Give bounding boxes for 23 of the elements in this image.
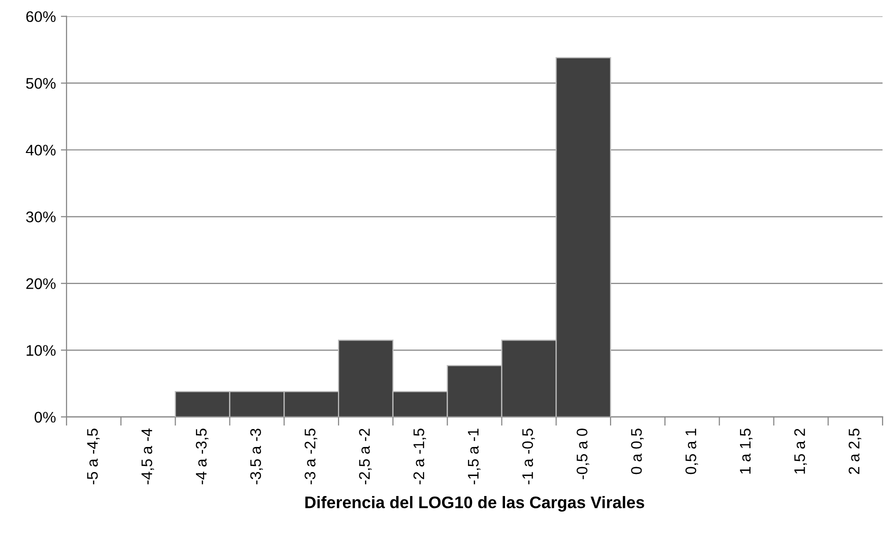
x-tick-label: -1,5 a -1 xyxy=(468,428,480,484)
y-tick-label: 10% xyxy=(26,345,56,356)
x-tick-label: -1 a -0,5 xyxy=(522,428,535,484)
x-tick-label: 0,5 a 1 xyxy=(685,428,698,474)
x-tick-label: -2,5 a -2 xyxy=(359,428,372,484)
x-tick-label: 2 a 2,5 xyxy=(848,428,862,474)
x-axis-title: Diferencia del LOG10 de las Cargas Virales xyxy=(305,496,644,512)
x-tick-label: -3,5 a -3 xyxy=(250,428,263,484)
x-tick-label: -0,5 a 0 xyxy=(576,428,590,480)
y-tick-label: 0% xyxy=(34,412,56,423)
x-tick-label: -4,5 a -4 xyxy=(142,428,154,484)
x-tick-label: 0 a 0,5 xyxy=(631,428,644,474)
y-tick-label: 40% xyxy=(26,144,56,156)
x-tick-label: 1 a 1,5 xyxy=(740,428,752,474)
y-tick-label: 20% xyxy=(26,278,56,290)
x-tick-label: -3 a -2,5 xyxy=(304,428,318,484)
x-tick-label: 1,5 a 2 xyxy=(794,428,807,474)
y-tick-label: 50% xyxy=(26,78,56,89)
y-tick-label: 30% xyxy=(26,212,56,222)
x-tick-label: -2 a -1,5 xyxy=(413,428,426,484)
y-tick-label: 60% xyxy=(26,11,56,22)
x-tick-label: -4 a -3,5 xyxy=(196,428,208,484)
x-tick-label: -5 a -4,5 xyxy=(87,428,100,484)
